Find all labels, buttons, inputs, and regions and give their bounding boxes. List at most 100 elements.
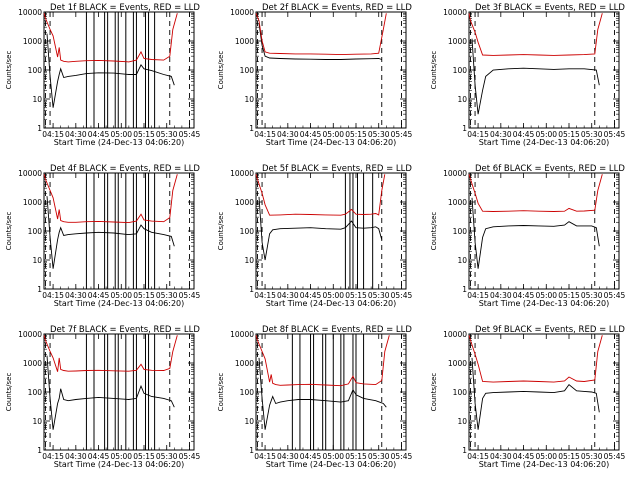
- x-tick-label: 05:00: [322, 291, 344, 300]
- lld-series-line: [468, 13, 603, 56]
- x-tick-label: 05:45: [179, 291, 201, 300]
- lld-series-line: [468, 335, 603, 383]
- x-axis-label: Start Time (24-Dec-13 04:06:20): [54, 460, 185, 469]
- events-series-line: [258, 196, 383, 261]
- y-tick-label: 10: [457, 95, 467, 104]
- y-tick-label: 10000: [230, 8, 254, 17]
- chart-panel-4: Det 4f BLACK = Events, RED = LLD Counts/s…: [5, 164, 200, 308]
- events-series-line: [471, 197, 600, 269]
- x-axis-label: Start Time (24-Dec-13 04:06:20): [479, 299, 610, 308]
- x-tick-label: 04:30: [490, 291, 512, 300]
- chart-panel-8: Det 8f BLACK = Events, RED = LLD Counts/s…: [217, 325, 412, 469]
- x-tick-label: 05:15: [345, 291, 367, 300]
- y-axis-label: Counts/sec: [5, 51, 13, 90]
- y-tick-label: 10000: [443, 330, 467, 339]
- x-axis-label: Start Time (24-Dec-13 04:06:20): [54, 299, 185, 308]
- x-tick-label: 05:00: [535, 130, 557, 139]
- chart-title: Det 9f BLACK = Events, RED = LLD: [475, 325, 625, 335]
- y-tick-label: 1000: [235, 198, 254, 207]
- y-axis-label: Counts/sec: [5, 212, 13, 251]
- chart-title: Det 1f BLACK = Events, RED = LLD: [50, 3, 200, 13]
- y-tick-label: 100: [28, 388, 43, 397]
- x-tick-label: 04:45: [88, 291, 110, 300]
- x-tick-label: 04:15: [467, 291, 489, 300]
- plot-frame: [43, 11, 195, 129]
- plot-frame: [43, 172, 195, 290]
- chart-panel-7: Det 7f BLACK = Events, RED = LLD Counts/s…: [5, 325, 200, 469]
- y-tick-label: 10: [244, 95, 254, 104]
- x-tick-label: 05:45: [391, 452, 413, 461]
- x-tick-label: 04:15: [254, 130, 276, 139]
- chart-panel-5: Det 5f BLACK = Events, RED = LLD Counts/s…: [217, 164, 412, 308]
- chart-panel-2: Det 2f BLACK = Events, RED = LLD Counts/s…: [217, 3, 412, 147]
- y-tick-label: 1: [462, 446, 467, 455]
- x-tick-label: 04:45: [300, 130, 322, 139]
- y-tick-label: 100: [240, 227, 255, 236]
- x-tick-label: 05:45: [179, 130, 201, 139]
- y-tick-label: 1: [249, 124, 254, 133]
- x-tick-label: 05:30: [156, 291, 178, 300]
- x-tick-label: 05:30: [368, 291, 390, 300]
- y-tick-label: 1000: [448, 198, 467, 207]
- x-tick-label: 04:30: [490, 452, 512, 461]
- y-tick-label: 10: [244, 256, 254, 265]
- y-tick-label: 10: [244, 417, 254, 426]
- chart-panel-1: Det 1f BLACK = Events, RED = LLD Counts/s…: [5, 3, 200, 147]
- events-series-line: [46, 196, 175, 269]
- x-tick-label: 05:15: [133, 291, 155, 300]
- lld-series-line: [255, 335, 390, 387]
- x-axis-label: Start Time (24-Dec-13 04:06:20): [479, 460, 610, 469]
- y-axis-label: Counts/sec: [217, 373, 225, 412]
- events-series-line: [258, 23, 382, 60]
- x-tick-label: 04:15: [42, 452, 64, 461]
- x-tick-label: 04:15: [467, 130, 489, 139]
- y-tick-label: 1: [37, 446, 42, 455]
- x-tick-label: 04:45: [513, 452, 535, 461]
- y-tick-label: 1000: [448, 37, 467, 46]
- chart-title: Det 3f BLACK = Events, RED = LLD: [475, 3, 625, 13]
- x-axis-label: Start Time (24-Dec-13 04:06:20): [266, 299, 397, 308]
- x-tick-label: 05:15: [345, 452, 367, 461]
- y-tick-label: 1: [249, 446, 254, 455]
- x-tick-label: 04:15: [42, 291, 64, 300]
- x-tick-label: 05:15: [345, 130, 367, 139]
- y-tick-label: 10000: [443, 8, 467, 17]
- x-tick-label: 05:30: [368, 130, 390, 139]
- y-axis-label: Counts/sec: [217, 51, 225, 90]
- y-tick-label: 10: [32, 95, 42, 104]
- x-tick-label: 05:45: [604, 130, 626, 139]
- x-tick-label: 04:15: [254, 452, 276, 461]
- y-tick-label: 1000: [448, 359, 467, 368]
- y-tick-label: 10000: [18, 169, 42, 178]
- y-tick-label: 10000: [18, 8, 42, 17]
- lld-series-line: [43, 174, 178, 224]
- y-tick-label: 1000: [23, 359, 42, 368]
- x-tick-label: 05:00: [535, 452, 557, 461]
- chart-title: Det 6f BLACK = Events, RED = LLD: [475, 164, 625, 174]
- x-tick-label: 04:30: [277, 452, 299, 461]
- y-tick-label: 100: [240, 388, 255, 397]
- y-axis-label: Counts/sec: [5, 373, 13, 412]
- y-tick-label: 1: [37, 124, 42, 133]
- lld-series-line: [255, 13, 387, 56]
- x-tick-label: 05:45: [391, 291, 413, 300]
- x-tick-label: 05:30: [156, 452, 178, 461]
- plot-frame: [255, 172, 407, 290]
- lld-series-line: [255, 174, 386, 216]
- y-tick-label: 10000: [443, 169, 467, 178]
- y-tick-label: 1: [462, 285, 467, 294]
- x-tick-label: 04:30: [65, 452, 87, 461]
- x-tick-label: 04:45: [513, 130, 535, 139]
- y-tick-label: 100: [453, 388, 468, 397]
- lld-series-line: [43, 335, 178, 372]
- x-tick-label: 05:30: [368, 452, 390, 461]
- x-tick-label: 04:45: [513, 291, 535, 300]
- y-tick-label: 1: [37, 285, 42, 294]
- y-tick-label: 10000: [18, 330, 42, 339]
- plot-frame: [255, 333, 407, 451]
- x-tick-label: 05:15: [133, 452, 155, 461]
- x-tick-label: 05:15: [558, 130, 580, 139]
- y-tick-label: 10: [32, 417, 42, 426]
- x-tick-label: 04:45: [300, 291, 322, 300]
- x-tick-label: 05:00: [322, 452, 344, 461]
